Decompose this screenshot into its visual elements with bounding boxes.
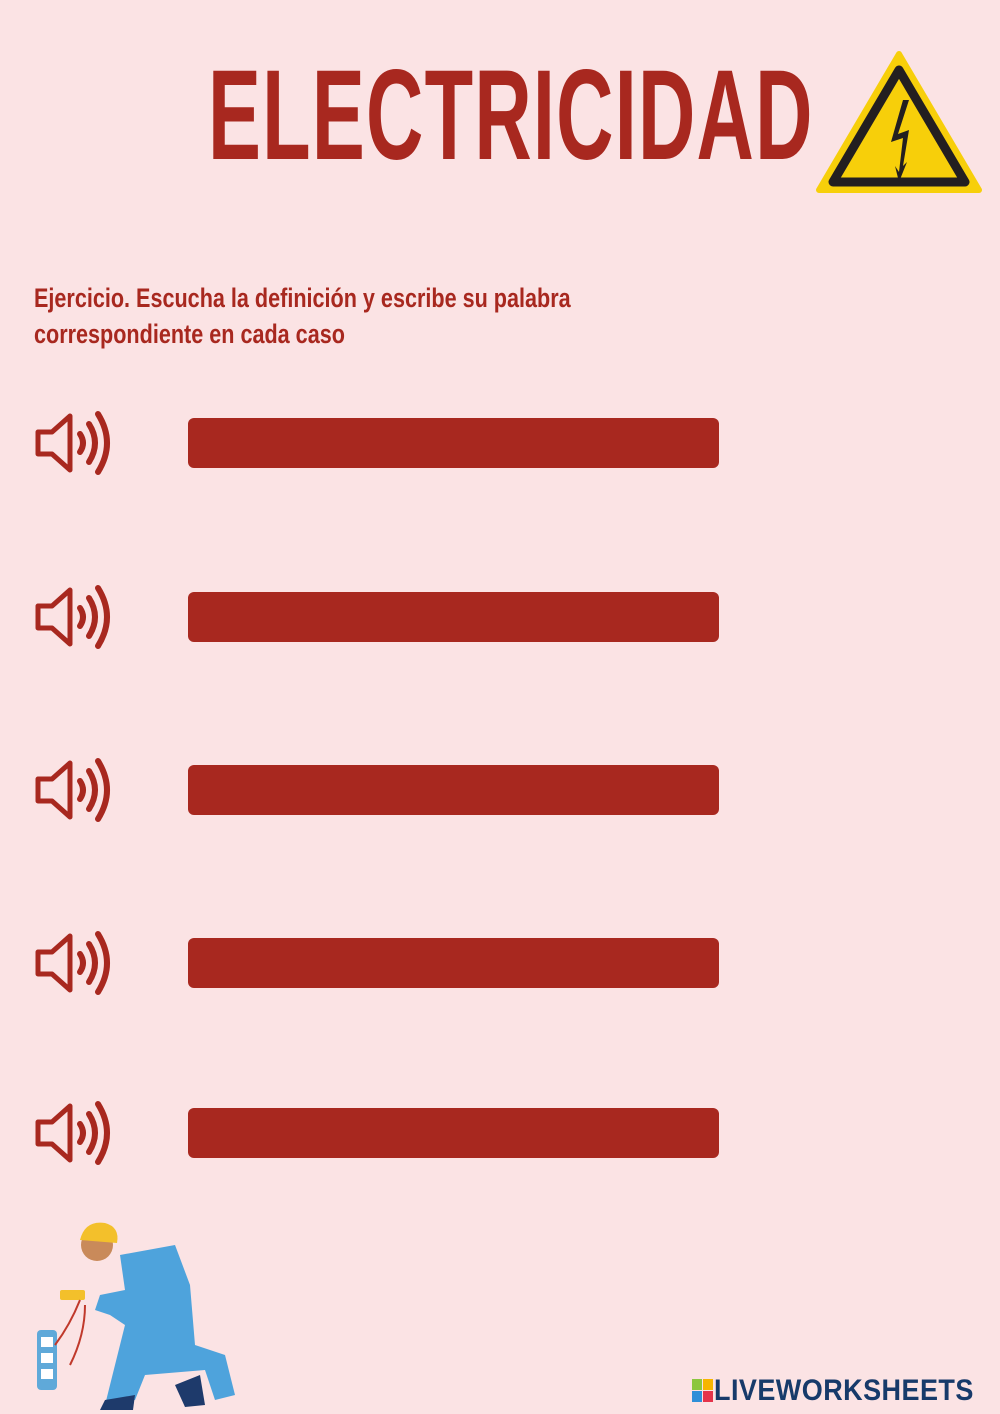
- exercise-item: [0, 585, 1000, 649]
- speaker-icon[interactable]: [34, 755, 114, 825]
- answer-input[interactable]: [188, 1108, 719, 1158]
- exercise-item: [0, 758, 1000, 822]
- instructions-line-1: Ejercicio. Escucha la definición y escri…: [34, 283, 571, 313]
- speaker-icon[interactable]: [34, 928, 114, 998]
- answer-input[interactable]: [188, 765, 719, 815]
- electrician-illustration: [37, 1222, 235, 1410]
- page-title: ELECTRICIDAD: [208, 44, 814, 187]
- speaker-icon[interactable]: [34, 582, 114, 652]
- answer-input[interactable]: [188, 418, 719, 468]
- answer-input[interactable]: [188, 592, 719, 642]
- exercise-item: [0, 411, 1000, 475]
- instructions: Ejercicio. Escucha la definición y escri…: [34, 280, 571, 352]
- speaker-icon[interactable]: [34, 408, 114, 478]
- answer-input[interactable]: [188, 938, 719, 988]
- exercise-item: [0, 1101, 1000, 1165]
- instructions-line-2: correspondiente en cada caso: [34, 319, 345, 349]
- liveworksheets-logo: LIVEWORKSHEETS: [692, 1374, 1000, 1408]
- brand-name: LIVEWORKSHEETS: [714, 1374, 974, 1407]
- exercise-item: [0, 931, 1000, 995]
- liveworksheets-logo-icon: [692, 1379, 713, 1402]
- speaker-icon[interactable]: [34, 1098, 114, 1168]
- high-voltage-warning-icon: [816, 51, 982, 193]
